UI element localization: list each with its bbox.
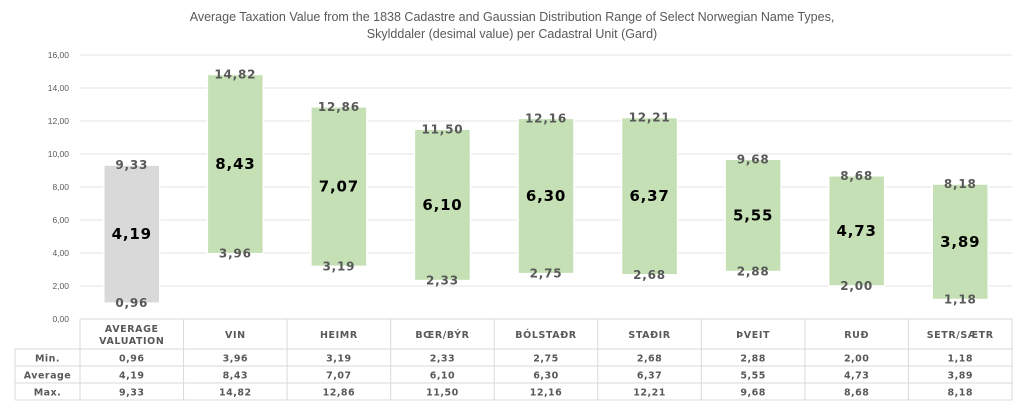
table-cell: 7,07 — [326, 371, 351, 382]
min-label: 2,68 — [633, 268, 666, 282]
range-bar — [413, 128, 472, 282]
row-label: Max. — [34, 388, 62, 399]
max-label: 8,68 — [840, 169, 873, 183]
y-tick-label: 0,00 — [52, 314, 69, 324]
category-label: HEIMR — [320, 330, 358, 341]
y-tick-label: 8,00 — [52, 182, 69, 192]
max-label: 12,16 — [525, 111, 567, 125]
min-label: 2,00 — [840, 279, 873, 293]
y-tick-label: 4,00 — [52, 248, 69, 258]
table-cell: 1,18 — [947, 354, 972, 365]
table-cell: 4,73 — [844, 371, 869, 382]
category-label: SETR/SÆTR — [927, 330, 994, 341]
y-tick-label: 6,00 — [52, 215, 69, 225]
max-label: 9,33 — [115, 158, 148, 172]
table-cell: 6,10 — [430, 371, 455, 382]
table-cell: 9,33 — [119, 388, 144, 399]
average-label: 8,43 — [215, 155, 255, 173]
table-cell: 4,19 — [119, 371, 144, 382]
max-label: 11,50 — [421, 122, 463, 136]
table-cell: 11,50 — [426, 388, 459, 399]
min-label: 3,19 — [322, 259, 355, 273]
category-label: RUÐ — [844, 330, 869, 341]
average-label: 3,89 — [940, 233, 980, 251]
min-label: 2,33 — [426, 274, 459, 288]
category-label: VIN — [225, 330, 246, 341]
category-label: ÞVEIT — [736, 330, 770, 341]
table-cell: 2,00 — [844, 354, 869, 365]
table-cell: 2,68 — [637, 354, 662, 365]
max-label: 9,68 — [737, 152, 770, 166]
min-label: 2,88 — [737, 264, 770, 278]
table-cell: 5,55 — [740, 371, 765, 382]
category-label: AVERAGE — [105, 324, 159, 335]
data-labels: 9,33 0,96 4,19 14,82 3,96 8,43 12,86 3,19 7,07 11… — [112, 67, 980, 310]
y-tick-label: 2,00 — [52, 281, 69, 291]
range-bars — [103, 73, 989, 304]
category-label: STAÐIR — [628, 330, 670, 341]
range-bar — [206, 73, 265, 255]
max-label: 8,18 — [944, 177, 977, 191]
table-cell: 12,86 — [323, 388, 356, 399]
table-cell: 0,96 — [119, 354, 144, 365]
table-cell: 3,96 — [223, 354, 248, 365]
average-label: 4,73 — [837, 222, 877, 240]
category-label: VALUATION — [99, 336, 164, 347]
y-tick-label: 16,00 — [48, 50, 70, 60]
table-cell: 2,33 — [430, 354, 455, 365]
row-label: Min. — [35, 354, 60, 365]
min-label: 0,96 — [115, 296, 148, 310]
range-bar — [517, 117, 575, 275]
table-cell: 2,88 — [740, 354, 765, 365]
table-cell: 3,89 — [947, 371, 972, 382]
range-bar — [931, 183, 989, 301]
max-label: 14,82 — [214, 67, 256, 81]
average-label: 6,37 — [629, 187, 669, 205]
table-cell: 12,16 — [530, 388, 563, 399]
table-cell: 14,82 — [219, 388, 252, 399]
average-label: 4,19 — [112, 225, 152, 243]
average-label: 6,30 — [526, 187, 566, 205]
min-label: 3,96 — [219, 247, 252, 261]
y-tick-label: 14,00 — [48, 83, 70, 93]
table-cell: 6,37 — [637, 371, 662, 382]
table-cell: 12,21 — [633, 388, 666, 399]
range-bar — [827, 175, 886, 287]
chart-title-line-2: Skylddaler (desimal value) per Cadastral… — [367, 27, 657, 41]
range-bar — [724, 158, 782, 273]
average-label: 7,07 — [319, 178, 359, 196]
table-cell: 3,19 — [326, 354, 351, 365]
table-cell: 8,68 — [844, 388, 869, 399]
average-label: 6,10 — [422, 196, 462, 214]
y-axis-ticks: 0,00 2,00 4,00 6,00 8,00 10,00 12,00 14,00 16,00 — [48, 50, 70, 324]
table-cell: 6,30 — [533, 371, 558, 382]
max-label: 12,86 — [318, 100, 360, 114]
category-label: BÓLSTAÐR — [515, 329, 576, 341]
category-label: BŒR/BÝR — [415, 329, 469, 341]
row-label: Average — [24, 371, 72, 382]
y-tick-label: 10,00 — [48, 149, 70, 159]
chart-title-line-1: Average Taxation Value from the 1838 Cad… — [190, 10, 835, 24]
table-cell: 8,43 — [223, 371, 248, 382]
range-bar — [103, 164, 161, 304]
range-bar — [620, 116, 679, 276]
range-bar — [310, 106, 368, 268]
max-label: 12,21 — [629, 111, 671, 125]
min-label: 2,75 — [530, 267, 563, 281]
table-cell: 9,68 — [740, 388, 765, 399]
table-cell: 2,75 — [533, 354, 558, 365]
y-tick-label: 12,00 — [48, 116, 70, 126]
table-cell: 8,18 — [947, 388, 972, 399]
average-label: 5,55 — [733, 206, 773, 224]
min-label: 1,18 — [944, 293, 977, 307]
